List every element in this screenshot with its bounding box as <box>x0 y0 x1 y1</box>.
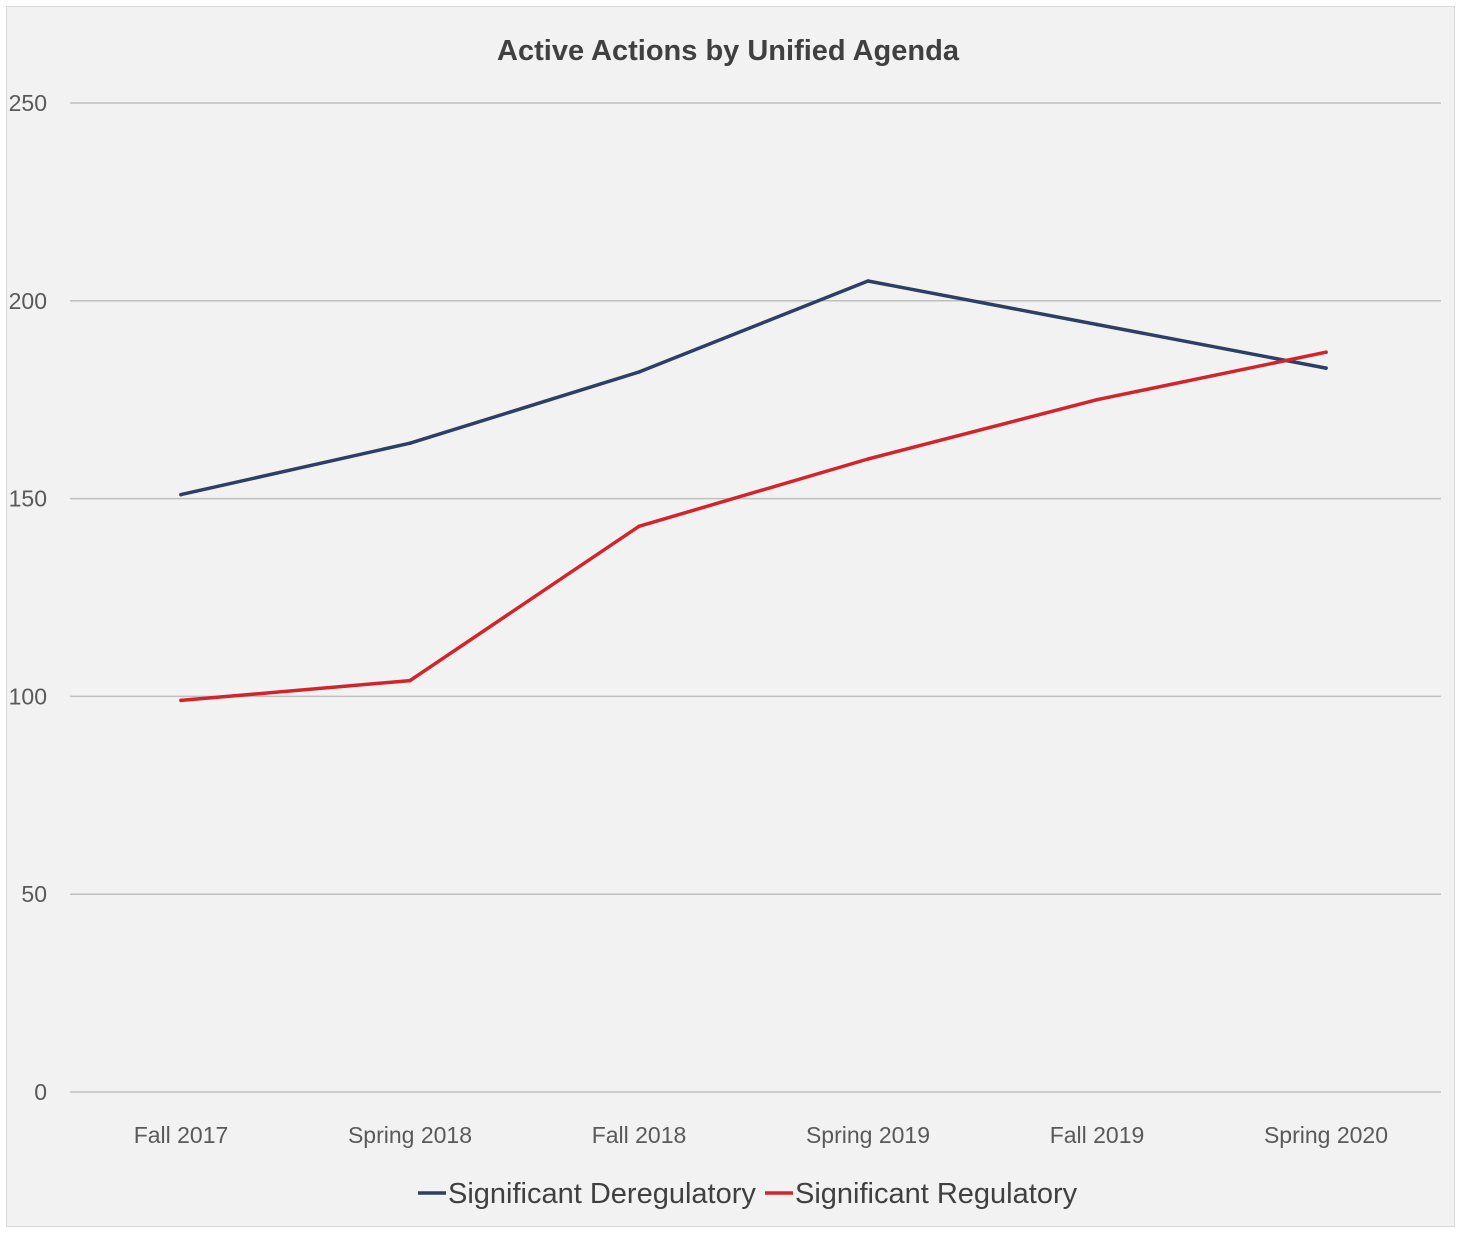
x-tick-label: Spring 2019 <box>806 1122 930 1148</box>
legend: Significant Deregulatory Significant Regu… <box>418 1178 1078 1210</box>
legend-item: Significant Regulatory <box>765 1178 1078 1210</box>
y-tick-label: 200 <box>9 288 47 314</box>
data-point <box>1324 350 1328 355</box>
data-point <box>1324 366 1328 370</box>
x-tick-label: Spring 2020 <box>1264 1122 1388 1148</box>
legend-item: Significant Deregulatory <box>418 1178 756 1210</box>
y-axis-ticks: 0 50 100 150 200 250 <box>9 90 47 1105</box>
x-tick-label: Fall 2017 <box>134 1122 229 1148</box>
y-tick-label: 50 <box>21 881 47 907</box>
y-tick-label: 150 <box>9 486 47 512</box>
series-1 <box>179 279 1328 497</box>
legend-label: Significant Deregulatory <box>448 1178 756 1210</box>
data-point <box>1095 322 1099 327</box>
data-point <box>179 492 183 497</box>
x-tick-label: Spring 2018 <box>348 1122 472 1148</box>
data-point <box>1095 397 1099 402</box>
data-point <box>408 678 412 683</box>
gridlines <box>70 102 1441 1093</box>
y-tick-label: 100 <box>9 683 47 709</box>
series-2 <box>179 350 1328 703</box>
series-line <box>179 350 1328 703</box>
data-point <box>637 370 641 374</box>
data-point <box>866 279 870 283</box>
chart-title: Active Actions by Unified Agenda <box>497 35 960 67</box>
x-tick-label: Fall 2018 <box>592 1122 687 1148</box>
y-tick-label: 0 <box>34 1079 47 1105</box>
data-point <box>637 524 641 529</box>
legend-label: Significant Regulatory <box>795 1178 1078 1210</box>
series-line <box>179 279 1328 497</box>
chart-frame <box>6 6 1455 1227</box>
y-tick-label: 250 <box>9 90 47 116</box>
data-point <box>408 441 412 446</box>
x-axis-ticks: Fall 2017 Spring 2018 Fall 2018 Spring 2019… <box>134 1122 1388 1148</box>
data-point <box>179 698 183 703</box>
data-point <box>866 457 870 461</box>
x-tick-label: Fall 2019 <box>1050 1122 1145 1148</box>
series-lines <box>179 279 1328 703</box>
